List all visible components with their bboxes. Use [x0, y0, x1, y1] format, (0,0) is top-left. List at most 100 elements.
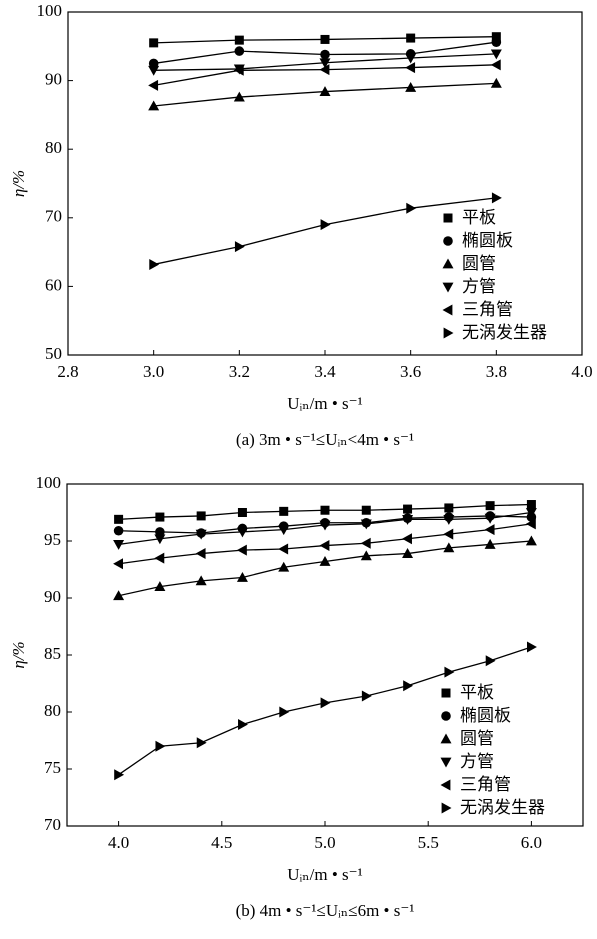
x-tick-label: 5.0 — [314, 833, 335, 852]
marker — [236, 544, 247, 556]
legend-label: 三角管 — [460, 775, 511, 795]
marker — [402, 533, 412, 545]
legend-label: 平板 — [462, 208, 496, 228]
marker — [149, 38, 159, 48]
marker — [485, 501, 495, 511]
marker — [491, 37, 502, 47]
marker — [148, 65, 160, 76]
y-tick-label: 95 — [44, 530, 61, 549]
marker — [113, 558, 123, 570]
marker — [484, 524, 495, 536]
x-tick-label: 5.5 — [418, 833, 439, 852]
marker — [319, 58, 331, 69]
marker — [490, 77, 502, 88]
marker — [527, 641, 537, 653]
marker — [485, 655, 496, 667]
marker — [234, 35, 244, 45]
marker — [238, 719, 248, 731]
marker — [443, 528, 454, 540]
caption: (b) 4m • s⁻¹≤Uᵢₙ≤6m • s⁻¹ — [236, 901, 415, 920]
y-tick-label: 90 — [44, 587, 61, 606]
marker — [320, 505, 330, 515]
marker — [234, 46, 245, 56]
x-tick-label: 4.5 — [211, 833, 232, 852]
marker — [195, 529, 207, 540]
marker — [443, 514, 455, 525]
marker — [195, 575, 207, 586]
y-tick-label: 70 — [45, 207, 62, 226]
marker — [320, 219, 331, 231]
marker — [490, 59, 501, 71]
marker — [114, 514, 124, 524]
marker — [491, 192, 502, 204]
y-tick-label: 100 — [37, 1, 63, 20]
legend-marker — [442, 304, 453, 316]
marker — [278, 543, 289, 555]
legend-marker — [440, 779, 451, 791]
marker — [278, 525, 290, 536]
y-tick-label: 80 — [44, 701, 61, 720]
marker — [154, 534, 166, 545]
marker — [113, 590, 125, 601]
marker — [403, 680, 414, 692]
y-axis-label: η/% — [9, 641, 28, 668]
legend-marker — [443, 236, 453, 246]
marker — [320, 34, 330, 44]
y-tick-label: 85 — [44, 644, 61, 663]
marker — [279, 506, 289, 516]
marker — [360, 537, 371, 549]
legend-label: 椭圆板 — [462, 231, 513, 251]
y-tick-label: 60 — [45, 275, 62, 294]
marker — [402, 548, 414, 558]
x-tick-label: 3.2 — [229, 362, 250, 381]
marker — [443, 542, 455, 553]
marker — [444, 666, 455, 678]
marker — [154, 552, 165, 564]
legend-label: 方管 — [460, 752, 494, 772]
marker — [155, 512, 165, 522]
x-axis-label: Uᵢₙ/m • s⁻¹ — [287, 865, 363, 884]
marker — [279, 706, 290, 718]
marker — [236, 571, 248, 582]
marker — [525, 535, 537, 546]
marker — [237, 508, 247, 517]
legend-label: 方管 — [462, 277, 496, 297]
legend-marker — [442, 282, 454, 293]
legend-label: 椭圆板 — [460, 706, 511, 726]
marker — [484, 538, 496, 549]
marker — [155, 527, 165, 537]
legend-marker — [443, 213, 453, 223]
marker — [319, 86, 331, 96]
marker — [278, 561, 290, 572]
legend-marker — [440, 733, 452, 744]
y-tick-label: 75 — [44, 758, 61, 777]
marker — [484, 513, 496, 524]
marker — [491, 32, 501, 42]
x-tick-label: 3.6 — [400, 362, 421, 381]
marker — [148, 58, 159, 69]
legend-label: 平板 — [460, 683, 494, 703]
marker — [361, 505, 371, 515]
y-axis-label: η/% — [9, 170, 28, 197]
x-tick-label: 3.4 — [314, 362, 336, 381]
y-tick-label: 100 — [36, 473, 62, 492]
marker — [319, 556, 331, 566]
legend-marker — [441, 802, 452, 814]
x-tick-label: 3.8 — [486, 362, 507, 381]
x-tick-label: 4.0 — [571, 362, 592, 381]
x-tick-label: 3.0 — [143, 362, 164, 381]
marker — [360, 519, 372, 530]
marker — [525, 518, 536, 530]
legend-marker — [440, 757, 452, 768]
marker — [196, 737, 207, 749]
marker — [320, 697, 331, 709]
legend-label: 圆管 — [462, 254, 496, 274]
legend-label: 无涡发生器 — [462, 323, 547, 343]
marker — [196, 511, 206, 521]
marker — [361, 690, 372, 702]
marker — [319, 520, 331, 531]
legend-marker — [442, 258, 454, 269]
x-tick-label: 6.0 — [521, 833, 542, 852]
marker — [149, 258, 160, 270]
